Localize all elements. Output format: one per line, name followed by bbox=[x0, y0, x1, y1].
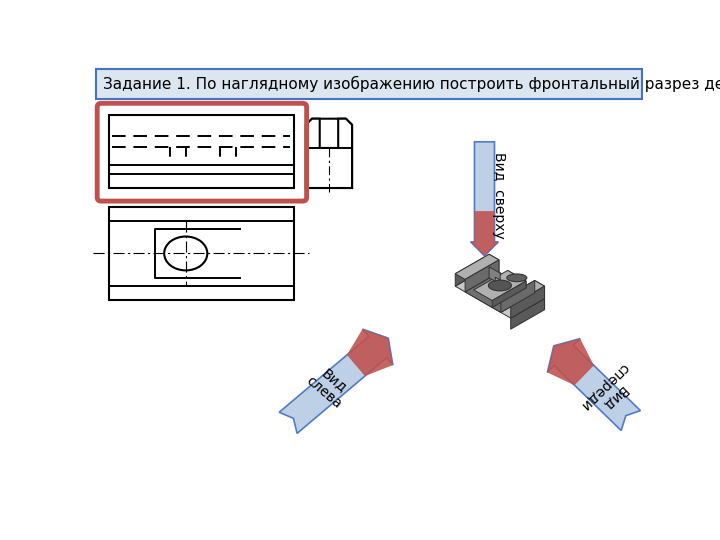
Text: Вид  сверху: Вид сверху bbox=[492, 152, 506, 238]
Polygon shape bbox=[279, 329, 393, 434]
Polygon shape bbox=[510, 299, 544, 329]
Polygon shape bbox=[501, 280, 535, 313]
Polygon shape bbox=[489, 267, 544, 310]
Polygon shape bbox=[474, 271, 526, 301]
Text: Задание 1. По наглядному изображению построить фронтальный разрез детали.: Задание 1. По наглядному изображению пос… bbox=[102, 76, 720, 92]
Polygon shape bbox=[306, 119, 352, 188]
Polygon shape bbox=[492, 281, 526, 307]
Polygon shape bbox=[501, 280, 544, 306]
Polygon shape bbox=[489, 254, 499, 272]
Ellipse shape bbox=[507, 274, 527, 282]
Text: Вид
спереди: Вид спереди bbox=[577, 360, 642, 424]
Ellipse shape bbox=[488, 280, 511, 291]
FancyBboxPatch shape bbox=[96, 70, 642, 99]
Polygon shape bbox=[455, 254, 499, 279]
Polygon shape bbox=[489, 267, 500, 281]
Polygon shape bbox=[471, 211, 498, 256]
Polygon shape bbox=[535, 280, 544, 299]
Polygon shape bbox=[465, 260, 499, 292]
Polygon shape bbox=[306, 119, 352, 188]
Polygon shape bbox=[347, 329, 393, 376]
Text: Вид
слева: Вид слева bbox=[303, 362, 355, 411]
Polygon shape bbox=[547, 339, 594, 385]
Polygon shape bbox=[455, 254, 489, 286]
Polygon shape bbox=[465, 272, 535, 313]
Bar bbox=[109, 207, 294, 300]
Polygon shape bbox=[510, 286, 544, 318]
Polygon shape bbox=[455, 267, 544, 318]
Polygon shape bbox=[471, 142, 498, 256]
Bar bbox=[109, 115, 294, 188]
Polygon shape bbox=[547, 339, 641, 430]
Polygon shape bbox=[508, 271, 526, 288]
